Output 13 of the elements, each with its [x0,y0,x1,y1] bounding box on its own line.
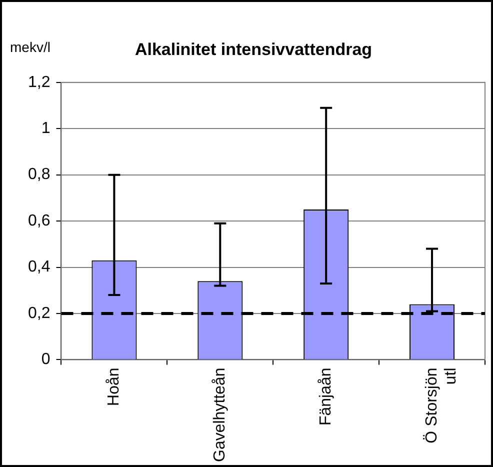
y-tick-label: 0,4 [28,258,50,276]
y-tick-label: 0,2 [28,304,50,322]
x-tick-label: Fänjaån [317,368,334,426]
y-tick-label: 0,8 [28,166,50,184]
chart-title: Alkalinitet intensivvattendrag [134,40,372,59]
y-tick-label: 0,6 [28,212,50,230]
y-axis-title: mekv/l [10,38,50,55]
y-tick-label: 0 [41,351,50,368]
y-tick-label: 1 [41,120,50,138]
x-tick-label: Ö Storsjön utl [422,368,460,444]
x-tick-label: Gavelhytteån [212,368,229,462]
y-tick-label: 1,2 [28,74,50,91]
x-tick-label: Hoån [106,368,123,406]
